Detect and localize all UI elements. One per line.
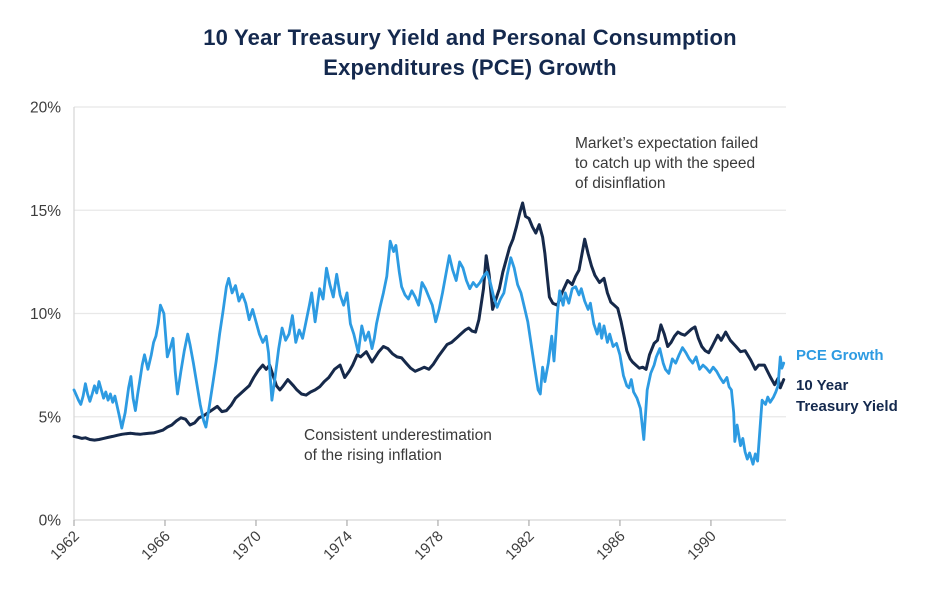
x-axis-label: 1962	[47, 528, 83, 564]
x-axis-label: 1974	[320, 528, 356, 564]
x-axis-label: 1986	[593, 528, 629, 564]
x-axis-label: 1970	[229, 528, 265, 564]
y-axis-label: 5%	[39, 409, 62, 426]
chart-title-line-2: Expenditures (PCE) Growth	[323, 55, 617, 80]
legend-label-treasury-yield: 10 Year Treasury Yield	[796, 377, 898, 415]
x-axis-label: 1990	[684, 528, 720, 564]
legend: PCE Growth 10 Year Treasury Yield	[796, 345, 936, 417]
x-axis-label: 1978	[411, 528, 447, 564]
y-axis-label: 20%	[30, 100, 61, 117]
chart-title: 10 Year Treasury Yield and Personal Cons…	[0, 23, 940, 83]
x-axis-label: 1966	[138, 528, 174, 564]
chart-title-line-1: 10 Year Treasury Yield and Personal Cons…	[203, 25, 737, 50]
annotation-disinflation: Market’s expectation failed to catch up …	[575, 135, 759, 192]
y-axis-label: 15%	[30, 203, 61, 220]
annotation-underestimation: Consistent underestimation of the rising…	[304, 427, 492, 464]
treasury-yield-line	[72, 201, 786, 442]
y-axis-label: 10%	[30, 306, 61, 323]
y-axis-label: 0%	[39, 513, 62, 530]
legend-label-pce-growth: PCE Growth	[796, 347, 884, 364]
pce-growth-line	[72, 239, 786, 466]
x-axis-label: 1982	[502, 528, 538, 564]
